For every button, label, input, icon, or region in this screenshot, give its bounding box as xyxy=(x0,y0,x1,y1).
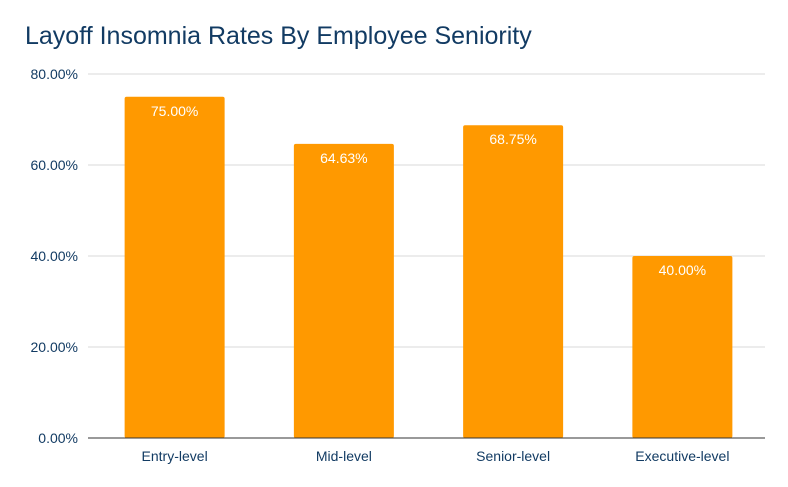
x-tick-label: Executive-level xyxy=(635,448,729,464)
y-tick-label: 0.00% xyxy=(38,430,78,446)
data-label: 40.00% xyxy=(659,262,706,278)
x-tick-label: Entry-level xyxy=(142,448,208,464)
data-label: 75.00% xyxy=(151,103,198,119)
y-tick-label: 20.00% xyxy=(31,339,78,355)
x-tick-label: Senior-level xyxy=(476,448,550,464)
y-tick-label: 40.00% xyxy=(31,248,78,264)
chart-title: Layoff Insomnia Rates By Employee Senior… xyxy=(25,22,532,50)
bar-executive-level xyxy=(632,256,733,438)
bar-mid-level xyxy=(293,143,394,438)
x-tick-label: Mid-level xyxy=(316,448,372,464)
bar-entry-level xyxy=(124,96,225,438)
y-tick-label: 80.00% xyxy=(31,66,78,82)
bar-senior-level xyxy=(463,125,564,438)
y-tick-label: 60.00% xyxy=(31,157,78,173)
data-label: 68.75% xyxy=(489,131,536,147)
data-label: 64.63% xyxy=(320,150,367,166)
